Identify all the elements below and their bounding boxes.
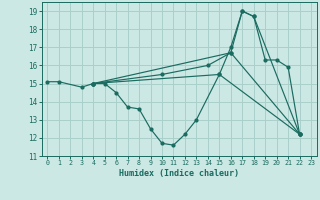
X-axis label: Humidex (Indice chaleur): Humidex (Indice chaleur): [119, 169, 239, 178]
